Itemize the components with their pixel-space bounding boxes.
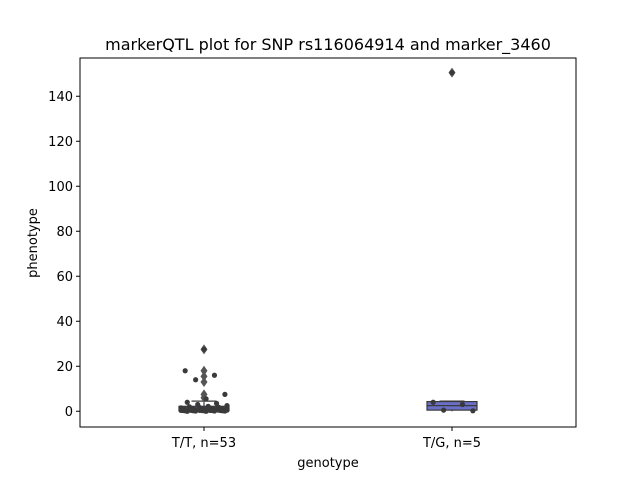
box-2 [426, 67, 478, 412]
strip-point [430, 399, 436, 405]
strip-point [203, 408, 209, 414]
plot-area [79, 57, 577, 428]
y-axis-label: phenotype [26, 208, 41, 278]
x-axis-label: genotype [297, 456, 358, 471]
strip-point [470, 408, 476, 414]
flier [200, 377, 208, 387]
y-tick-label: 60 [56, 270, 73, 285]
x-tick-label: T/G, n=5 [422, 436, 481, 451]
y-tick-label: 100 [48, 180, 73, 195]
strip-point [184, 408, 190, 414]
strip-point [193, 408, 199, 414]
y-tick-label: 140 [48, 90, 73, 105]
strip-points [178, 70, 476, 414]
strip-point [193, 377, 199, 383]
flier [200, 365, 208, 376]
chart-title: markerQTL plot for SNP rs116064914 and m… [105, 35, 551, 55]
y-tick-label: 20 [56, 360, 73, 375]
strip-point [213, 400, 220, 406]
y-tick-label: 40 [56, 315, 73, 330]
strip-point [182, 368, 188, 374]
y-axis: 0 20 40 60 80 100 120 140 [48, 90, 80, 420]
strip-point [211, 408, 218, 414]
flier [200, 371, 208, 382]
x-axis: T/T, n=53 T/G, n=5 [171, 427, 481, 451]
y-tick-label: 120 [48, 135, 73, 150]
strip-point [184, 399, 190, 405]
strip-point [222, 391, 228, 397]
y-tick-label: 0 [65, 405, 73, 420]
y-tick-label: 80 [56, 225, 73, 240]
strip-point [201, 346, 207, 352]
strip-point [211, 372, 218, 378]
x-tick-label: T/T, n=53 [171, 436, 236, 451]
strip-point [203, 396, 209, 402]
strip-point [459, 401, 466, 408]
strip-point [449, 70, 455, 76]
strip-point [224, 403, 230, 409]
strip-point [222, 408, 228, 414]
strip-point [441, 407, 447, 413]
